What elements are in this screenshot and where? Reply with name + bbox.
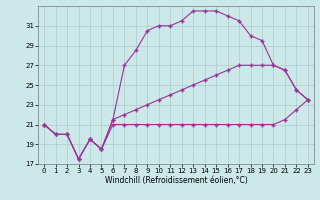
X-axis label: Windchill (Refroidissement éolien,°C): Windchill (Refroidissement éolien,°C) bbox=[105, 176, 247, 185]
